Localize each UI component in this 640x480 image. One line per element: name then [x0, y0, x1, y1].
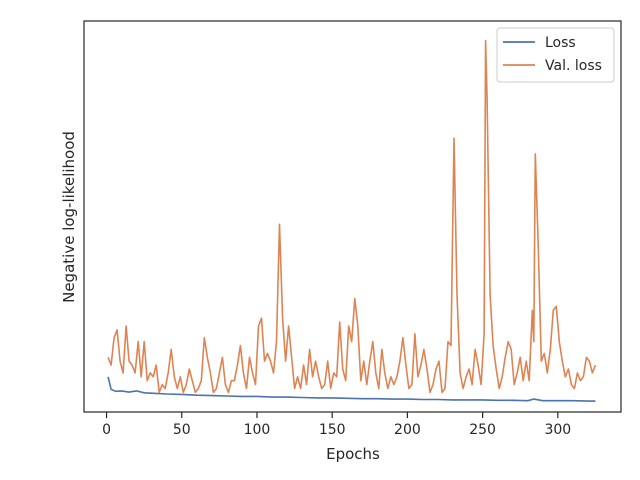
- x-tick-label: 0: [102, 422, 111, 438]
- y-axis-label: Negative log-likelihood: [60, 131, 78, 303]
- legend-label-val-loss: Val. loss: [545, 58, 602, 74]
- legend: Loss Val. loss: [496, 27, 615, 83]
- series-lines: [107, 39, 597, 402]
- x-tick-label: 100: [244, 422, 271, 438]
- plot-area: [84, 21, 621, 412]
- x-tick-label: 50: [173, 422, 191, 438]
- x-tick-label: 300: [544, 422, 571, 438]
- x-axis-label: Epochs: [326, 445, 380, 463]
- x-tick-label: 200: [394, 422, 421, 438]
- x-tick-label: 150: [319, 422, 346, 438]
- plot-frame: [83, 20, 622, 413]
- x-tick-label: 250: [469, 422, 496, 438]
- series-line-loss: [107, 376, 596, 402]
- x-axis-ticks: 0 50 100 150 200 250 300: [102, 412, 571, 438]
- series-line-val-loss: [107, 39, 597, 394]
- legend-label-loss: Loss: [545, 35, 576, 51]
